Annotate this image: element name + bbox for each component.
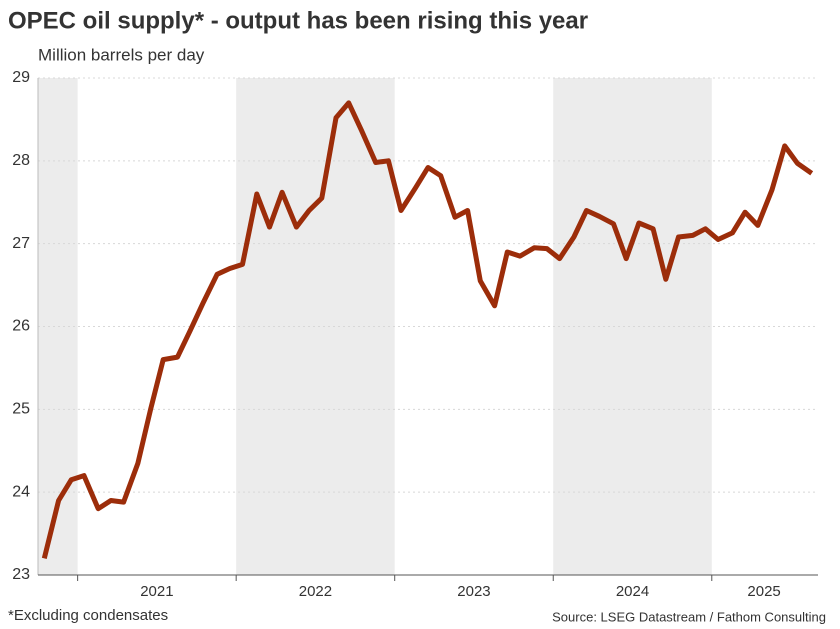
chart-title: OPEC oil supply* - output has been risin… <box>8 7 588 34</box>
y-tick-label: 23 <box>12 566 30 583</box>
y-tick-label: 26 <box>12 318 30 335</box>
y-tick-label: 29 <box>12 69 30 86</box>
y-tick-label: 25 <box>12 401 30 418</box>
x-tick-label: 2023 <box>457 583 490 600</box>
chart-subtitle: Million barrels per day <box>38 45 205 64</box>
data-line <box>41 100 814 559</box>
x-tick-label: 2024 <box>616 583 649 600</box>
x-tick-label: 2025 <box>747 583 780 600</box>
y-tick-label: 24 <box>12 483 30 500</box>
x-tick-label: 2021 <box>140 583 173 600</box>
footnote: *Excluding condensates <box>8 607 168 624</box>
y-tick-label: 28 <box>12 152 30 169</box>
source: Source: LSEG Datastream / Fathom Consult… <box>552 609 826 624</box>
y-tick-label: 27 <box>12 235 30 252</box>
x-tick-label: 2022 <box>299 583 332 600</box>
